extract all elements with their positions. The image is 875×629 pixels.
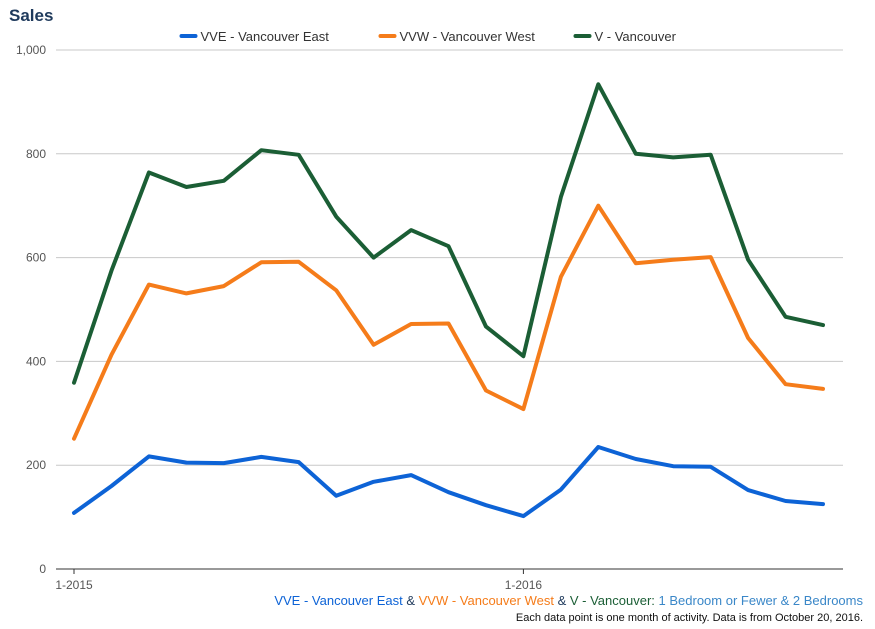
y-tick-label: 200 (26, 458, 46, 472)
legend-label: VVE - Vancouver East (201, 29, 330, 44)
x-tick-label: 1-2016 (505, 578, 543, 592)
caption-separator: & (553, 593, 570, 608)
caption-v: V - Vancouver: (569, 593, 655, 608)
x-tick-label: 1-2015 (55, 578, 93, 592)
y-tick-label: 1,000 (16, 43, 46, 57)
chart-title: Sales (9, 6, 54, 25)
series-line (72, 82, 825, 385)
caption-separator: & (402, 593, 419, 608)
y-tick-label: 800 (26, 147, 46, 161)
caption-vve: VVE - Vancouver East (274, 593, 403, 608)
y-axis-ticks: 0 200 400 600 800 1,000 (16, 43, 46, 576)
legend: VVE - Vancouver East VVW - Vancouver West… (179, 29, 677, 44)
x-axis: 1-2015 1-2016 (55, 568, 843, 592)
y-tick-label: 0 (39, 562, 46, 576)
caption-vvw: VVW - Vancouver West (418, 593, 554, 608)
series-lines (72, 82, 825, 519)
chart-caption: VVE - Vancouver East & VVW - Vancouver W… (274, 593, 863, 608)
y-tick-label: 600 (26, 251, 46, 265)
legend-label: V - Vancouver (595, 29, 677, 44)
data-note: Each data point is one month of activity… (515, 612, 863, 624)
series-line (72, 445, 825, 519)
caption-bedrooms: 1 Bedroom or Fewer & 2 Bedrooms (654, 593, 863, 608)
legend-label: VVW - Vancouver West (400, 29, 536, 44)
series-line (72, 203, 825, 441)
y-tick-label: 400 (26, 354, 46, 368)
